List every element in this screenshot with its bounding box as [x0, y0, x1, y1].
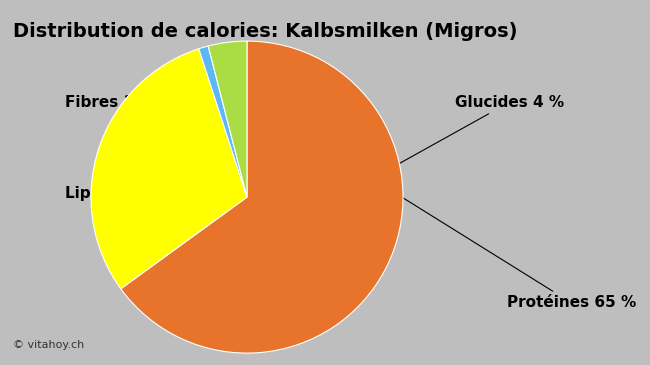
Text: Distribution de calories: Kalbsmilken (Migros): Distribution de calories: Kalbsmilken (M… [13, 22, 517, 41]
Text: Fibres 1 %: Fibres 1 % [65, 95, 325, 203]
Wedge shape [121, 41, 403, 353]
Wedge shape [199, 46, 247, 197]
Text: Glucides 4 %: Glucides 4 % [324, 95, 564, 205]
Wedge shape [208, 41, 247, 197]
Text: Protéines 65 %: Protéines 65 % [294, 130, 636, 311]
Wedge shape [91, 49, 247, 289]
Text: © vitahoy.ch: © vitahoy.ch [13, 341, 84, 350]
Text: Lipides 30 %: Lipides 30 % [65, 181, 324, 201]
